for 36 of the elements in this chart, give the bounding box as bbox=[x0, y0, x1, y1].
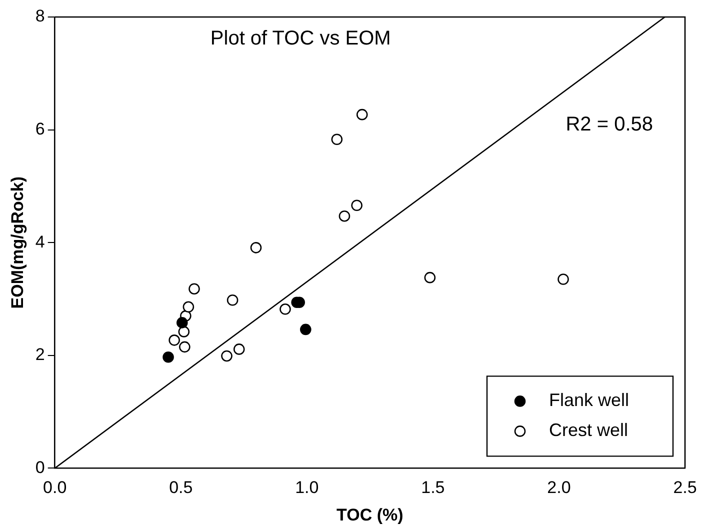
x-tick-label: 2.5 bbox=[673, 478, 697, 498]
annotation: R2 = 0.58 bbox=[566, 114, 654, 136]
point bbox=[356, 108, 368, 120]
y-tick-label: 2 bbox=[35, 345, 45, 364]
point bbox=[424, 272, 436, 284]
point bbox=[179, 341, 190, 353]
point bbox=[168, 334, 180, 346]
point bbox=[331, 134, 343, 146]
y-tick-label: 0 bbox=[35, 458, 45, 477]
legend-label: Flank well bbox=[549, 390, 630, 410]
y-tick-label: 4 bbox=[35, 232, 45, 252]
y-tick-label: 6 bbox=[35, 119, 45, 138]
y-tick-label: 8 bbox=[35, 6, 45, 26]
x-axis-title: TOC (%) bbox=[336, 505, 404, 524]
point bbox=[162, 351, 174, 363]
x-tick-label: 1.0 bbox=[295, 478, 319, 498]
point bbox=[280, 304, 291, 315]
point bbox=[233, 344, 245, 355]
x-tick-label: 0.0 bbox=[43, 478, 67, 498]
point bbox=[351, 200, 362, 212]
point bbox=[178, 326, 190, 338]
x-tick-label: 0.5 bbox=[169, 478, 193, 498]
point bbox=[250, 242, 262, 254]
point bbox=[221, 350, 232, 362]
point bbox=[338, 210, 350, 222]
point bbox=[182, 301, 194, 313]
point bbox=[226, 294, 238, 306]
point bbox=[558, 274, 569, 285]
point bbox=[300, 324, 312, 336]
point bbox=[188, 283, 200, 294]
legend-label: Crest well bbox=[549, 420, 628, 440]
x-tick-label: 1.5 bbox=[421, 478, 445, 498]
y-axis-title: EOM(mg/gRock) bbox=[8, 176, 27, 309]
point bbox=[176, 317, 188, 328]
text: Plot of TOC vs EOM bbox=[210, 28, 391, 50]
x-tick-label: 2.0 bbox=[547, 478, 571, 498]
